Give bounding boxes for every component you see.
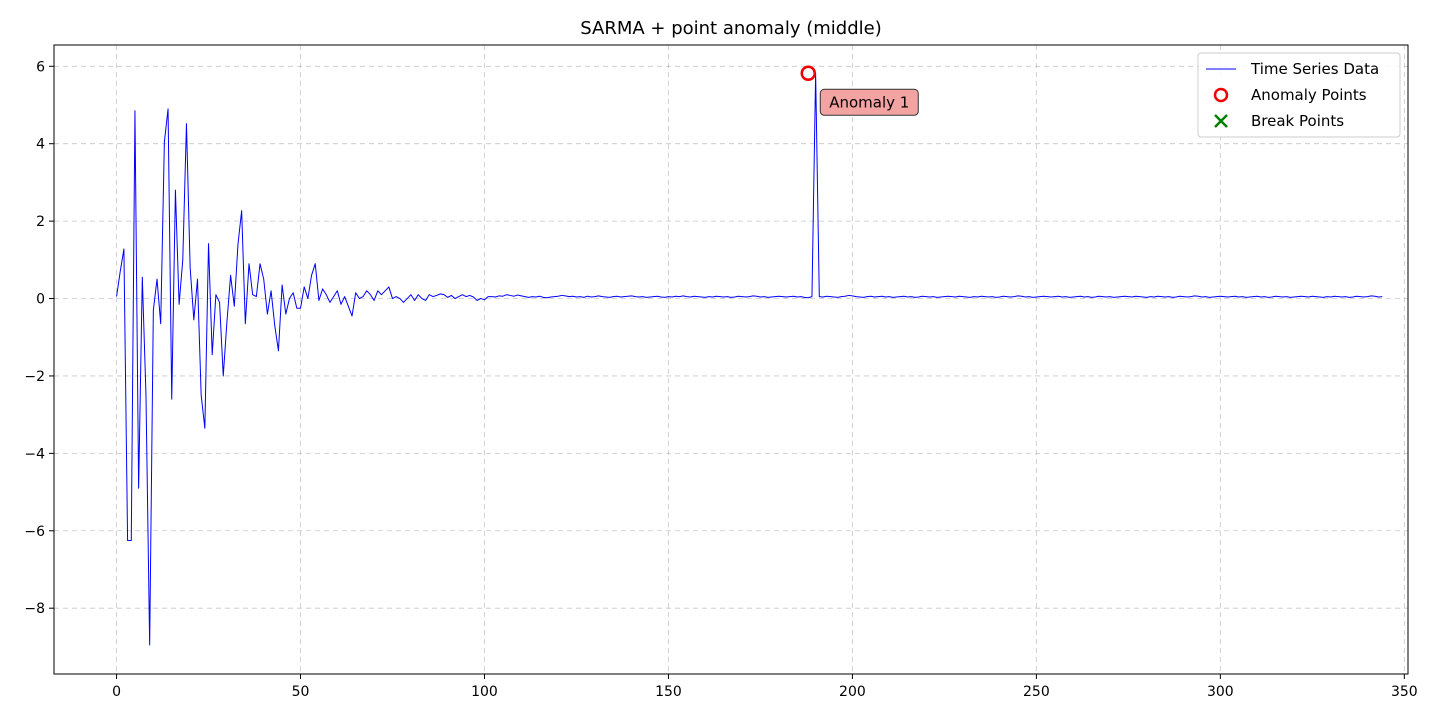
y-tick-label: 4 (36, 137, 45, 153)
y-tick-label: 0 (36, 292, 45, 308)
x-tick-label: 300 (1207, 684, 1234, 700)
x-tick-label: 100 (471, 684, 498, 700)
series-layer (116, 65, 1383, 646)
y-tick-label: 2 (36, 214, 45, 230)
legend-frame (1197, 52, 1401, 138)
x-tick-label: 50 (292, 684, 310, 700)
chart-title: SARMA + point anomaly (middle) (580, 18, 881, 39)
grid-lines (54, 45, 1408, 674)
annotation-label: Anomaly 1 (829, 93, 909, 111)
legend-label: Break Points (1251, 112, 1344, 130)
x-tick-label: 150 (655, 684, 682, 700)
legend-label: Anomaly Points (1251, 86, 1367, 104)
y-tick-label: −6 (24, 524, 45, 540)
legend-swatch-x (1214, 114, 1228, 128)
legend-item: Break Points (1214, 112, 1344, 130)
axis-ticks: 0 50 100 150 200 250 300 350 −8 −6 −4 −2 0 2 4 6 (24, 59, 1417, 700)
annotation-box-background (819, 88, 919, 116)
annotations: Anomaly 1 (819, 88, 919, 116)
legend-item: Time Series Data (1206, 60, 1379, 78)
x-tick-label: 250 (1023, 684, 1050, 700)
y-tick-label: −2 (24, 369, 45, 385)
y-tick-label: −8 (24, 601, 45, 617)
x-tick-label: 350 (1391, 684, 1418, 700)
x-tick-label: 0 (112, 684, 121, 700)
legend-swatch-circle (1213, 87, 1229, 103)
axes-frame (53, 44, 1409, 675)
annotation-box: Anomaly 1 (819, 88, 919, 116)
anomaly-point-marker (800, 65, 817, 82)
legend-label: Time Series Data (1250, 60, 1379, 78)
y-tick-label: −4 (24, 446, 45, 462)
series-line-time-series-data (116, 72, 1383, 646)
x-tick-label: 200 (839, 684, 866, 700)
y-tick-label: 6 (36, 59, 45, 75)
legend-item: Anomaly Points (1213, 86, 1367, 104)
legend: Time Series Data Anomaly Points Break Poin… (1197, 52, 1401, 138)
